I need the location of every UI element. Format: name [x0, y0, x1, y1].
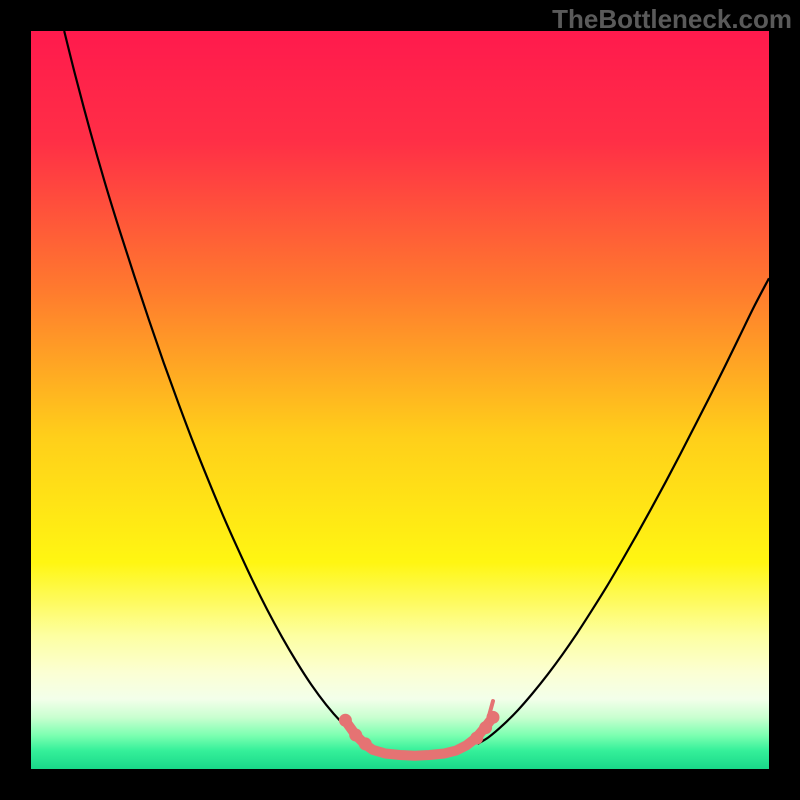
watermark: TheBottleneck.com: [552, 4, 792, 35]
bottleneck-dot: [486, 711, 499, 724]
bottleneck-chart: [0, 0, 800, 800]
bottleneck-dot: [349, 729, 362, 742]
bottleneck-dot: [339, 714, 352, 727]
bottleneck-dot: [470, 732, 483, 745]
plot-gradient: [31, 31, 769, 769]
bottleneck-dot: [359, 737, 372, 750]
